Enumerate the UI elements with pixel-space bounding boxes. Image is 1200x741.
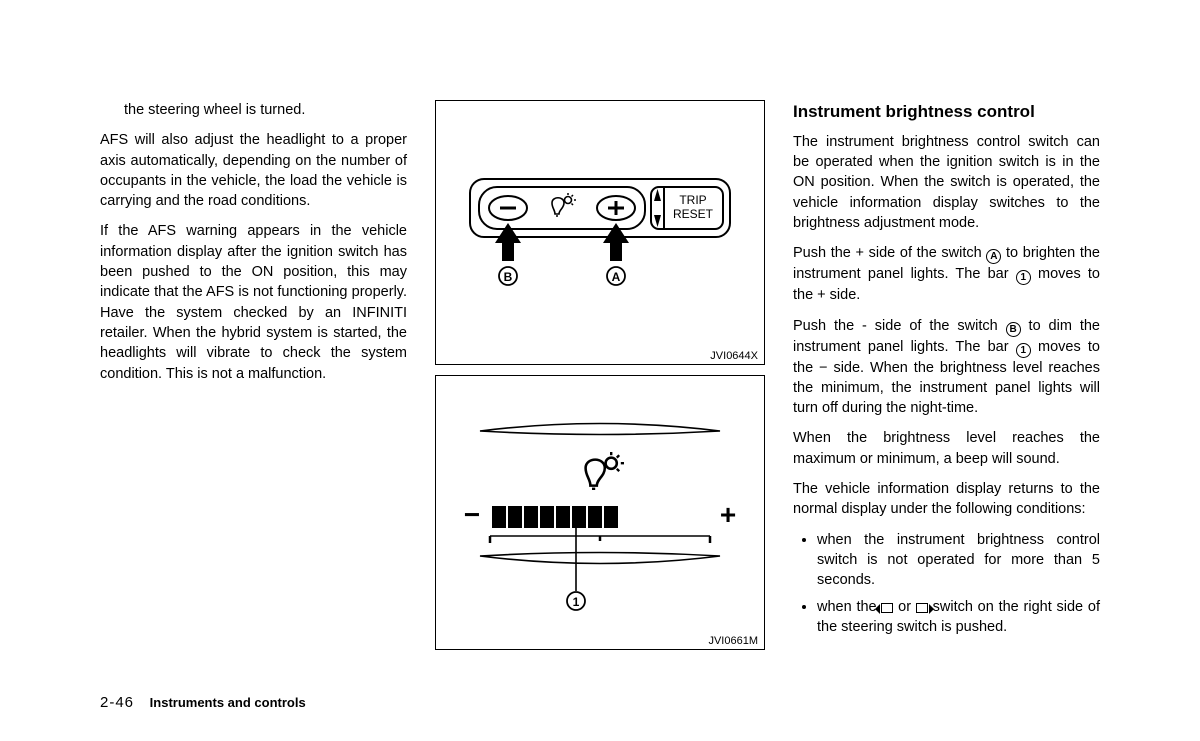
reset-label: RESET: [673, 207, 714, 221]
trip-label: TRIP: [679, 193, 706, 207]
right-p4: When the brightness level reaches the ma…: [793, 428, 1100, 469]
ref-b-icon: B: [1006, 322, 1021, 337]
circled-1: 1: [573, 595, 580, 609]
ref-1-icon: 1: [1016, 270, 1031, 285]
figure-1: TRIP RESET B A JVI0644X: [435, 100, 765, 365]
section-title: Instruments and controls: [150, 695, 306, 710]
figure-2: − + 1 JVI0661M: [435, 375, 765, 650]
li2b: or: [893, 599, 915, 615]
left-p1: the steering wheel is turned.: [100, 100, 407, 120]
right-p5: The vehicle information display returns …: [793, 479, 1100, 520]
ref-1-icon-2: 1: [1016, 343, 1031, 358]
nav-right-icon: [916, 603, 928, 613]
fig1-id: JVI0644X: [710, 350, 758, 362]
page-content: the steering wheel is turned. AFS will a…: [100, 100, 1100, 701]
circled-b: B: [504, 270, 513, 284]
p3a: Push the - side of the switch: [793, 318, 1006, 334]
minus-symbol: −: [464, 499, 480, 530]
figure-2-svg: − + 1: [440, 376, 760, 636]
p2a: Push the + side of the switch: [793, 245, 986, 261]
fig2-id: JVI0661M: [708, 635, 758, 647]
figure-1-svg: TRIP RESET B A: [445, 101, 755, 351]
conditions-list: when the instrument brightness control s…: [793, 530, 1100, 637]
right-p2: Push the + side of the switch A to brigh…: [793, 243, 1100, 305]
right-heading: Instrument brightness control: [793, 100, 1100, 124]
circled-a: A: [612, 270, 621, 284]
page-number: 2-46: [100, 694, 134, 711]
left-p3: If the AFS warning appears in the vehicl…: [100, 221, 407, 383]
left-column: the steering wheel is turned. AFS will a…: [100, 100, 407, 701]
page-footer: 2-46 Instruments and controls: [100, 694, 306, 711]
middle-column: TRIP RESET B A JVI0644X: [435, 100, 765, 701]
ref-a-icon: A: [986, 249, 1001, 264]
left-p2: AFS will also adjust the headlight to a …: [100, 130, 407, 211]
li2a: when the: [817, 599, 881, 615]
brightness-bars: [492, 506, 618, 528]
condition-2: when the or switch on the right side of …: [817, 597, 1100, 638]
plus-symbol: +: [720, 499, 736, 530]
right-p3: Push the - side of the switch B to dim t…: [793, 316, 1100, 419]
right-column: Instrument brightness control The instru…: [793, 100, 1100, 701]
condition-1: when the instrument brightness control s…: [817, 530, 1100, 591]
nav-left-icon: [881, 603, 893, 613]
right-p1: The instrument brightness control switch…: [793, 132, 1100, 233]
